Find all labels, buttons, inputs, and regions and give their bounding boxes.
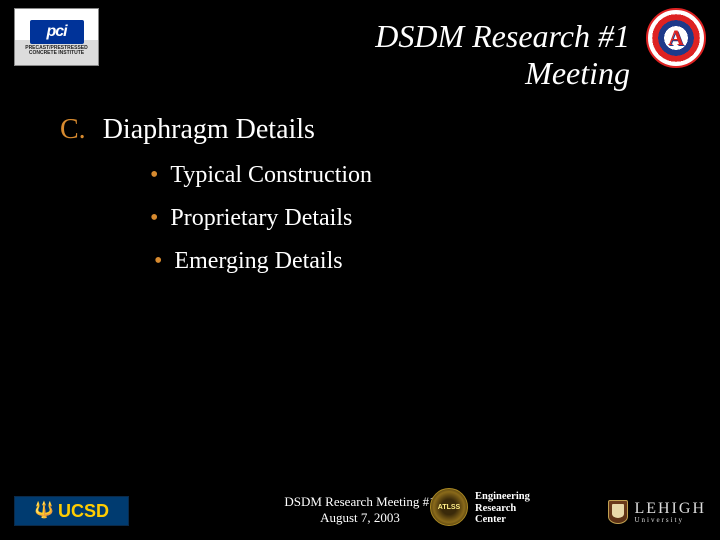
ucsd-text: UCSD xyxy=(58,501,109,522)
erc-line-3: Center xyxy=(475,514,506,525)
bullet-text: Proprietary Details xyxy=(170,205,352,231)
bullet-icon: • xyxy=(154,248,162,274)
pci-logo-abbr: pci xyxy=(30,20,84,44)
erc-line-1: Engineering xyxy=(475,491,530,502)
footer-caption: DSDM Research Meeting #1 August 7, 2003 xyxy=(284,494,435,527)
ucsd-logo: UCSD xyxy=(14,496,129,526)
title-line-2: Meeting xyxy=(525,55,630,91)
section-heading: C. Diaphragm Details xyxy=(60,114,315,146)
lehigh-text: LEHIGH xyxy=(634,500,706,517)
pci-logo-label: PRECAST/PRESTRESSEDCONCRETE INSTITUTE xyxy=(25,46,88,57)
section-text: Diaphragm Details xyxy=(103,114,315,145)
bullet-text: Emerging Details xyxy=(174,248,342,274)
lehigh-subtext: University xyxy=(634,516,706,524)
slide-title: DSDM Research #1 Meeting xyxy=(210,18,630,92)
erc-label: Engineering Research Center xyxy=(475,491,530,526)
arizona-seal-logo: A xyxy=(646,8,706,68)
footer-line-2: August 7, 2003 xyxy=(320,510,400,525)
bullet-icon: • xyxy=(150,205,158,231)
bullet-item: • Emerging Details xyxy=(150,248,372,275)
atlss-text: ATLSS xyxy=(438,504,460,511)
atlss-logo: ATLSS xyxy=(430,488,468,526)
title-line-1: DSDM Research #1 xyxy=(375,18,630,54)
bullet-icon: • xyxy=(150,162,158,188)
pci-logo: pci PRECAST/PRESTRESSEDCONCRETE INSTITUT… xyxy=(14,8,99,66)
bullet-item: • Proprietary Details xyxy=(150,205,372,232)
trident-icon xyxy=(34,502,52,520)
section-letter: C. xyxy=(60,114,86,145)
footer-line-1: DSDM Research Meeting #1 xyxy=(284,494,435,509)
erc-line-2: Research xyxy=(475,503,516,514)
lehigh-logo: LEHIGH University xyxy=(608,500,706,524)
arizona-letter: A xyxy=(668,25,684,51)
lehigh-shield-icon xyxy=(608,500,628,524)
bullet-list: • Typical Construction • Proprietary Detai… xyxy=(150,162,372,291)
bullet-text: Typical Construction xyxy=(170,162,372,188)
bullet-item: • Typical Construction xyxy=(150,162,372,189)
